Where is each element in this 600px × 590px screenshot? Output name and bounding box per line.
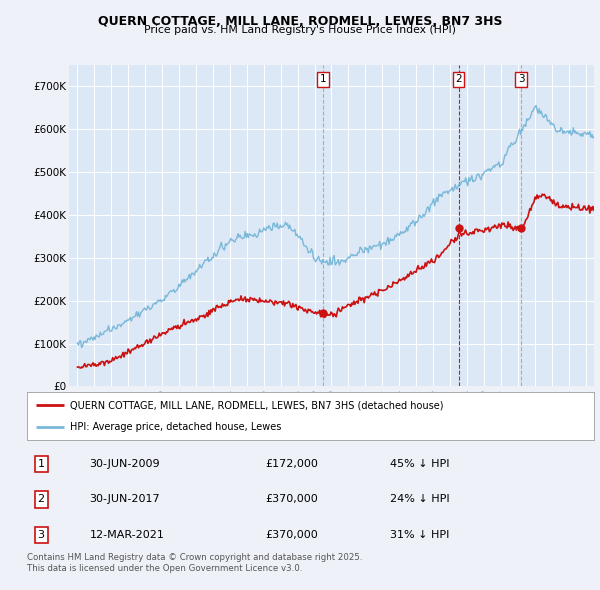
Text: HPI: Average price, detached house, Lewes: HPI: Average price, detached house, Lewe…: [70, 422, 281, 432]
Text: 45% ↓ HPI: 45% ↓ HPI: [390, 459, 449, 469]
Text: 1: 1: [38, 459, 44, 469]
Text: 12-MAR-2021: 12-MAR-2021: [89, 530, 164, 540]
Text: 3: 3: [518, 74, 524, 84]
Text: £370,000: £370,000: [265, 530, 318, 540]
Text: 3: 3: [38, 530, 44, 540]
Text: 1: 1: [320, 74, 326, 84]
Point: [454, 223, 463, 232]
Text: QUERN COTTAGE, MILL LANE, RODMELL, LEWES, BN7 3HS: QUERN COTTAGE, MILL LANE, RODMELL, LEWES…: [98, 15, 502, 28]
Text: £172,000: £172,000: [265, 459, 318, 469]
Text: 2: 2: [455, 74, 462, 84]
Text: 31% ↓ HPI: 31% ↓ HPI: [390, 530, 449, 540]
Text: 2: 2: [38, 494, 45, 504]
Point: [517, 223, 526, 232]
Text: 30-JUN-2017: 30-JUN-2017: [89, 494, 160, 504]
Text: QUERN COTTAGE, MILL LANE, RODMELL, LEWES, BN7 3HS (detached house): QUERN COTTAGE, MILL LANE, RODMELL, LEWES…: [70, 400, 443, 410]
Text: Contains HM Land Registry data © Crown copyright and database right 2025.
This d: Contains HM Land Registry data © Crown c…: [27, 553, 362, 573]
Text: 24% ↓ HPI: 24% ↓ HPI: [390, 494, 449, 504]
Point: [318, 308, 328, 317]
Text: Price paid vs. HM Land Registry's House Price Index (HPI): Price paid vs. HM Land Registry's House …: [144, 25, 456, 35]
Text: 30-JUN-2009: 30-JUN-2009: [89, 459, 160, 469]
Text: £370,000: £370,000: [265, 494, 318, 504]
